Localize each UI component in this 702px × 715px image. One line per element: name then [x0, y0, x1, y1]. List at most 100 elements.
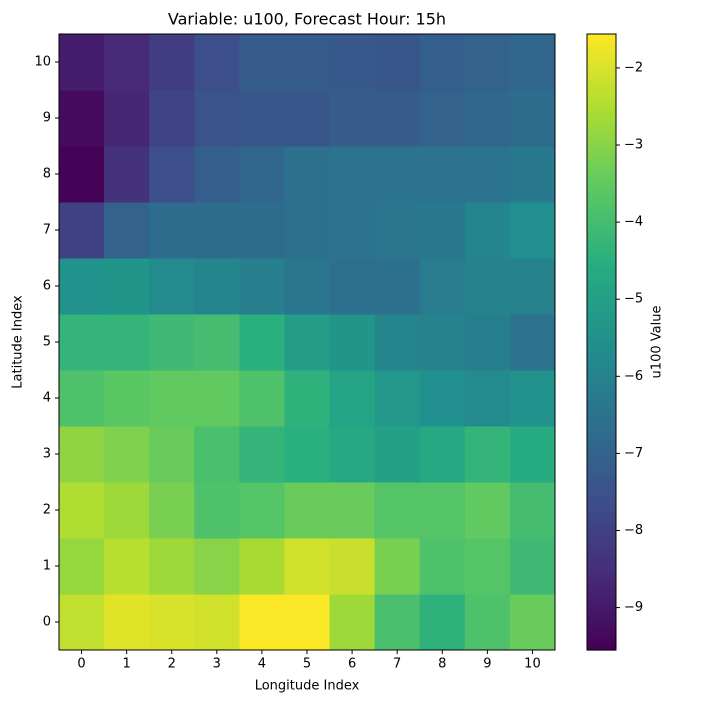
heatmap-cell	[329, 314, 376, 371]
heatmap-cell	[374, 34, 421, 91]
colorbar-segment	[587, 547, 616, 554]
colorbar-segment	[587, 54, 616, 61]
heatmap-cell	[149, 202, 195, 259]
heatmap-cell	[104, 34, 150, 91]
heatmap-cell	[419, 258, 466, 315]
heatmap-cell	[59, 258, 105, 315]
colorbar-segment	[587, 306, 616, 312]
colorbar-segment	[587, 90, 616, 97]
heatmap-cell	[419, 314, 466, 371]
colorbar-segment	[587, 157, 616, 163]
y-tick-label: 9	[43, 111, 51, 126]
heatmap-cell	[239, 34, 285, 91]
colorbar-segment	[587, 552, 616, 559]
colorbar-segment	[587, 639, 616, 646]
heatmap-cell	[239, 370, 285, 427]
colorbar-tick-label: −8	[624, 523, 643, 538]
heatmap-cell	[509, 202, 556, 259]
colorbar-segment	[587, 126, 616, 133]
heatmap-cell	[104, 594, 150, 651]
heatmap-cell	[194, 146, 240, 203]
colorbar-segment	[587, 454, 616, 461]
colorbar-segment	[587, 208, 616, 215]
colorbar-segment	[587, 588, 616, 595]
colorbar-segment	[587, 311, 616, 317]
heatmap-cell	[194, 202, 240, 259]
heatmap-cell	[464, 594, 511, 651]
heatmap-cell	[419, 146, 466, 203]
heatmap-cell	[509, 538, 556, 595]
colorbar-segment	[587, 331, 616, 338]
colorbar-segment	[587, 111, 616, 117]
heatmap-cell	[239, 202, 285, 259]
heatmap-cell	[194, 90, 240, 147]
heatmap-cell	[374, 258, 421, 315]
heatmap-cell	[374, 482, 421, 539]
heatmap-cell	[374, 538, 421, 595]
chart-title: Variable: u100, Forecast Hour: 15h	[168, 10, 446, 29]
colorbar-segment	[587, 362, 616, 369]
colorbar-segment	[587, 557, 616, 564]
heatmap-cell	[59, 34, 105, 91]
heatmap-cell	[464, 538, 511, 595]
y-tick-label: 3	[43, 447, 51, 462]
colorbar-segment	[587, 388, 616, 394]
colorbar-segment	[587, 239, 616, 246]
heatmap-cell	[239, 426, 285, 483]
heatmap-cell	[419, 202, 466, 259]
colorbar-segment	[587, 629, 616, 636]
colorbar-segment	[587, 516, 616, 523]
colorbar-segment	[587, 167, 616, 174]
y-tick-label: 7	[43, 223, 51, 238]
colorbar-segment	[587, 511, 616, 518]
heatmap-cell	[509, 314, 556, 371]
heatmap-cell	[149, 90, 195, 147]
colorbar-segment	[587, 429, 616, 435]
heatmap-cell	[329, 426, 376, 483]
heatmap-cell	[374, 594, 421, 651]
colorbar-segment	[587, 383, 616, 389]
heatmap-cell	[59, 202, 105, 259]
heatmap-cell	[284, 482, 331, 539]
heatmap-cell	[374, 90, 421, 147]
heatmap-cell	[284, 370, 331, 427]
colorbar-segment	[587, 177, 616, 184]
colorbar-segment	[587, 562, 616, 569]
heatmap-cell	[59, 482, 105, 539]
colorbar-segment	[587, 105, 616, 112]
colorbar-tick-label: −3	[624, 138, 643, 153]
y-tick-label: 6	[43, 279, 51, 294]
heatmap-cell	[284, 426, 331, 483]
colorbar-segment	[587, 136, 616, 143]
colorbar-label: u100 Value	[650, 306, 665, 379]
heatmap-cell	[194, 482, 240, 539]
heatmap-cell	[104, 538, 150, 595]
colorbar-segment	[587, 598, 616, 605]
heatmap-cell	[329, 34, 376, 91]
colorbar-segment	[587, 347, 616, 353]
colorbar-segment	[587, 398, 616, 405]
heatmap-cell	[149, 482, 195, 539]
heatmap-cell	[329, 202, 376, 259]
colorbar-segment	[587, 270, 616, 276]
x-tick-label: 5	[303, 657, 311, 672]
colorbar-segment	[587, 578, 616, 584]
heatmap-cell	[194, 34, 240, 91]
heatmap-cell	[239, 594, 285, 651]
colorbar-segment	[587, 85, 616, 92]
colorbar-segment	[587, 44, 616, 50]
colorbar-segment	[587, 213, 616, 220]
heatmap-cell	[419, 90, 466, 147]
heatmap-cell	[509, 34, 556, 91]
colorbar-segment	[587, 290, 616, 297]
heatmap-cell	[464, 202, 511, 259]
heatmap-cell	[194, 426, 240, 483]
colorbar-tick-label: −6	[624, 369, 643, 384]
colorbar-segment	[587, 188, 616, 194]
heatmap-cell	[464, 34, 511, 91]
colorbar-tick-label: −2	[624, 60, 643, 75]
heatmap-cell	[419, 594, 466, 651]
heatmap-cell	[104, 146, 150, 203]
colorbar-segment	[587, 285, 616, 292]
colorbar-segment	[587, 34, 616, 40]
